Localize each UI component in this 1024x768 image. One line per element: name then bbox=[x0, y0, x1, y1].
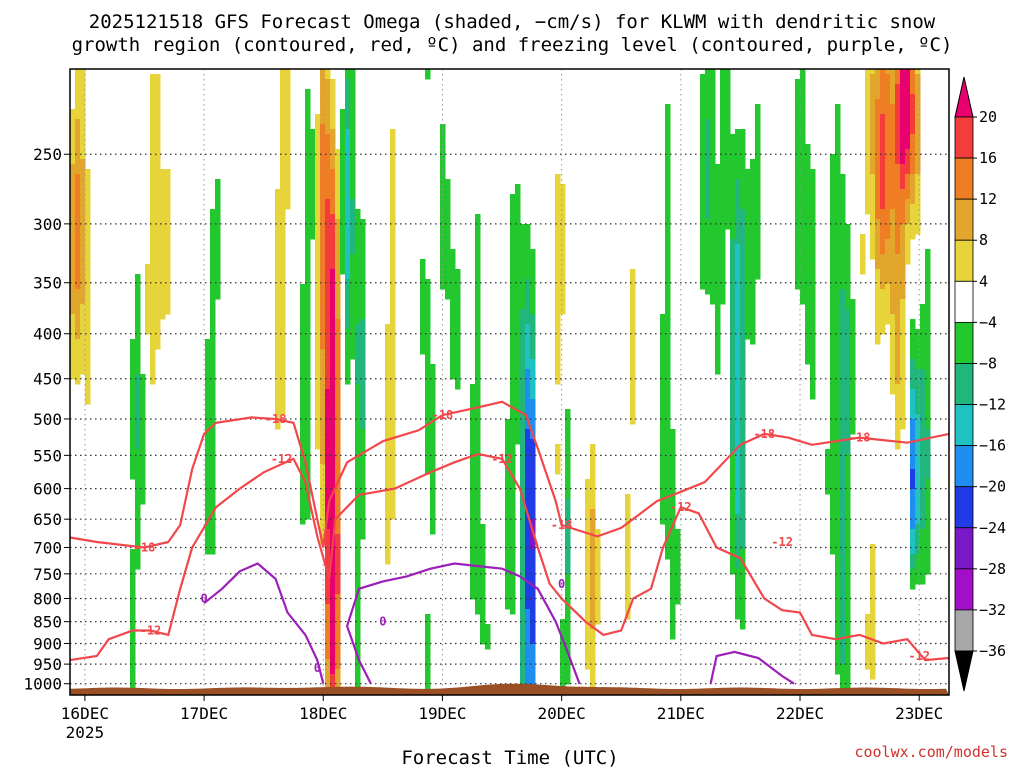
contour-label: -18 bbox=[753, 427, 775, 441]
x-tick-label: 17DEC bbox=[180, 704, 228, 723]
x-tick-label: 16DEC bbox=[61, 704, 109, 723]
contour-label: -12 bbox=[491, 452, 513, 466]
snow-growth-contour bbox=[70, 400, 949, 549]
colorbar-swatch bbox=[954, 445, 974, 488]
colorbar-tick-label: 8 bbox=[979, 231, 988, 249]
colorbar-swatch bbox=[954, 527, 974, 570]
y-tick-label: 350 bbox=[33, 274, 62, 293]
freezing-level-contour bbox=[709, 650, 795, 685]
y-tick-label: 300 bbox=[33, 215, 62, 234]
y-tick-label: 250 bbox=[33, 145, 62, 164]
colorbar-tick-label: 16 bbox=[979, 149, 997, 167]
y-tick-label: 950 bbox=[33, 655, 62, 674]
contour-label: -12 bbox=[271, 452, 293, 466]
y-tick-label: 700 bbox=[33, 538, 62, 557]
colorbar-tick-label: −16 bbox=[979, 437, 1006, 455]
y-tick-label: 650 bbox=[33, 510, 62, 529]
x-axis-label: Forecast Time (UTC) bbox=[401, 747, 618, 768]
x-tick-sublabel: 2025 bbox=[66, 723, 105, 742]
colorbar-swatch bbox=[954, 609, 974, 652]
colorbar-tick-label: −24 bbox=[979, 519, 1006, 537]
colorbar-tick-label: 12 bbox=[979, 190, 997, 208]
y-tick-label: 850 bbox=[33, 613, 62, 632]
y-tick-label: 800 bbox=[33, 589, 62, 608]
contour-label: -12 bbox=[140, 624, 162, 638]
colorbar-tick-label: −36 bbox=[979, 642, 1006, 660]
contour-label: -18 bbox=[551, 518, 573, 532]
terrain-fill bbox=[70, 683, 949, 695]
y-tick-label: 750 bbox=[33, 565, 62, 584]
y-tick-label: 1000 bbox=[23, 675, 62, 694]
colorbar-tick-label: −8 bbox=[979, 354, 997, 372]
colorbar: 20 16 12 8 4 −4 −8 −12 −16 −20 −24 −28 −32 −36 bbox=[954, 76, 1006, 692]
contour-label: 0 bbox=[200, 591, 207, 605]
chart-title-line-1: 2025121518 GFS Forecast Omega (shaded, −… bbox=[89, 11, 936, 33]
freezing-level-contour bbox=[345, 562, 581, 685]
y-axis: 250 300 350 400 450 500 550 600 650 700 750 800 850 9… bbox=[23, 145, 70, 694]
y-tick-label: 550 bbox=[33, 446, 62, 465]
colorbar-swatch bbox=[954, 239, 974, 282]
colorbar-swatch bbox=[954, 280, 974, 323]
x-tick-label: 20DEC bbox=[538, 704, 586, 723]
colorbar-swatch bbox=[954, 157, 974, 200]
x-tick-label: 19DEC bbox=[418, 704, 466, 723]
contour-label: 0 bbox=[379, 615, 386, 629]
y-tick-label: 500 bbox=[33, 410, 62, 429]
contour-lines: -18 -18 -18 -18 -18 -18 -12 -12 -12 -12 -12 -12 0 0 0 0 bbox=[70, 400, 949, 685]
contour-label: -12 bbox=[908, 649, 930, 663]
colorbar-swatch bbox=[954, 321, 974, 364]
colorbar-tick-label: 20 bbox=[979, 108, 997, 126]
colorbar-tick-label: 4 bbox=[979, 272, 988, 290]
freezing-level-contour bbox=[203, 562, 325, 684]
colorbar-tick-label: −20 bbox=[979, 478, 1006, 496]
credit-text: coolwx.com/models bbox=[854, 743, 1008, 761]
contour-label: -18 bbox=[265, 412, 287, 426]
colorbar-swatch bbox=[954, 404, 974, 447]
x-tick-label: 18DEC bbox=[299, 704, 347, 723]
colorbar-swatch bbox=[954, 486, 974, 529]
colorbar-extend-bottom bbox=[954, 650, 974, 692]
contour-label: -18 bbox=[849, 431, 871, 445]
colorbar-extend-top bbox=[954, 76, 974, 118]
chart-title-line-2: growth region (contoured, red, ºC) and f… bbox=[72, 34, 953, 56]
colorbar-tick-label: −12 bbox=[979, 396, 1006, 414]
plot-frame bbox=[69, 68, 950, 696]
terrain bbox=[70, 683, 949, 695]
colorbar-swatch bbox=[954, 568, 974, 611]
colorbar-tick-label: −32 bbox=[979, 601, 1006, 619]
y-tick-label: 450 bbox=[33, 370, 62, 389]
snow-growth-contour bbox=[70, 452, 949, 662]
colorbar-swatch bbox=[954, 363, 974, 405]
y-tick-label: 900 bbox=[33, 634, 62, 653]
x-tick-label: 23DEC bbox=[895, 704, 943, 723]
contour-label: 0 bbox=[558, 577, 565, 591]
colorbar-swatch bbox=[954, 198, 974, 241]
x-tick-label: 21DEC bbox=[657, 704, 705, 723]
contour-label: 0 bbox=[314, 661, 321, 675]
colorbar-swatch bbox=[954, 116, 974, 159]
colorbar-tick-label: −28 bbox=[979, 560, 1006, 578]
contour-label: -12 bbox=[670, 500, 692, 514]
colorbar-tick-label: −4 bbox=[979, 313, 997, 331]
contour-label: -18 bbox=[432, 408, 454, 422]
contour-label: -18 bbox=[134, 540, 156, 554]
y-tick-label: 600 bbox=[33, 480, 62, 499]
y-tick-label: 400 bbox=[33, 325, 62, 344]
x-tick-label: 22DEC bbox=[776, 704, 824, 723]
contour-label: -12 bbox=[771, 535, 793, 549]
